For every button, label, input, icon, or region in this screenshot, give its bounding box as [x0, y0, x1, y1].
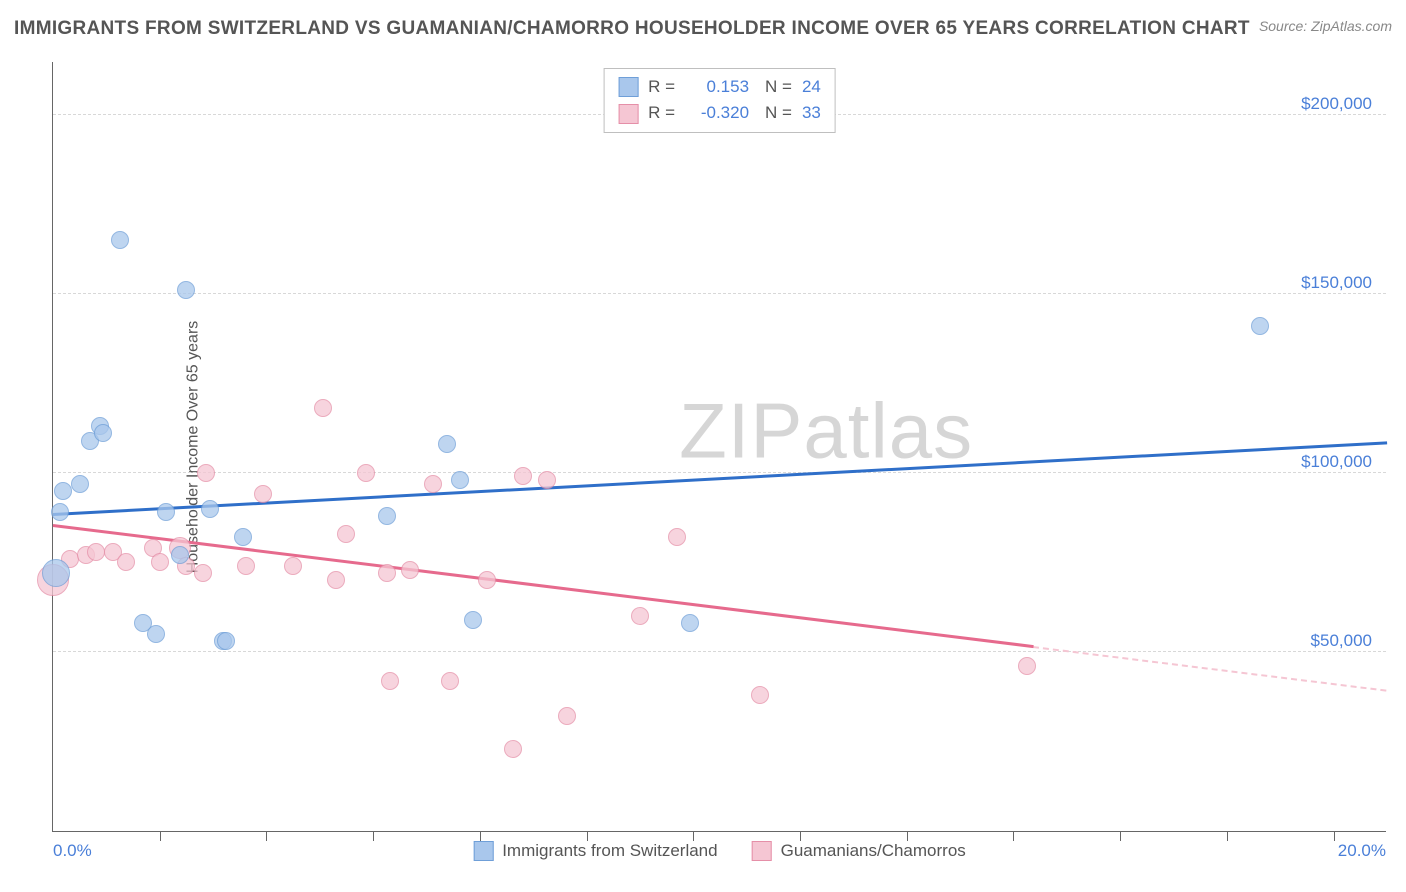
legend-row-pink: R = -0.320 N = 33 — [618, 100, 821, 126]
gridline — [53, 651, 1386, 652]
x-tick — [160, 831, 161, 841]
data-point — [314, 399, 332, 417]
plot-area: Householder Income Over 65 years R = 0.1… — [52, 62, 1386, 832]
data-point — [424, 475, 442, 493]
x-axis-min-label: 0.0% — [53, 841, 92, 861]
data-point — [357, 464, 375, 482]
correlation-legend: R = 0.153 N = 24 R = -0.320 N = 33 — [603, 68, 836, 133]
r-label: R = — [648, 100, 675, 126]
x-tick — [693, 831, 694, 841]
data-point — [54, 482, 72, 500]
data-point — [87, 543, 105, 561]
data-point — [631, 607, 649, 625]
data-point — [42, 559, 70, 587]
x-tick — [480, 831, 481, 841]
data-point — [478, 571, 496, 589]
n-label: N = — [765, 100, 792, 126]
x-tick — [1227, 831, 1228, 841]
x-axis-max-label: 20.0% — [1338, 841, 1386, 861]
data-point — [234, 528, 252, 546]
data-point — [71, 475, 89, 493]
x-tick — [1013, 831, 1014, 841]
source-label: Source: ZipAtlas.com — [1259, 18, 1392, 34]
gridline — [53, 293, 1386, 294]
data-point — [217, 632, 235, 650]
data-point — [254, 485, 272, 503]
watermark: ZIPatlas — [679, 386, 973, 477]
x-tick — [266, 831, 267, 841]
legend-item-blue: Immigrants from Switzerland — [473, 841, 717, 861]
data-point — [201, 500, 219, 518]
data-point — [668, 528, 686, 546]
trend-line — [53, 524, 1034, 648]
data-point — [237, 557, 255, 575]
legend-row-blue: R = 0.153 N = 24 — [618, 74, 821, 100]
data-point — [504, 740, 522, 758]
r-value-blue: 0.153 — [685, 74, 749, 100]
data-point — [157, 503, 175, 521]
x-tick — [373, 831, 374, 841]
y-tick-label: $50,000 — [1311, 631, 1372, 651]
data-point — [681, 614, 699, 632]
y-tick-label: $100,000 — [1301, 452, 1372, 472]
data-point — [558, 707, 576, 725]
swatch-pink-icon — [752, 841, 772, 861]
swatch-blue-icon — [618, 77, 638, 97]
chart-title: IMMIGRANTS FROM SWITZERLAND VS GUAMANIAN… — [14, 18, 1250, 40]
legend-label-blue: Immigrants from Switzerland — [502, 841, 717, 861]
r-value-pink: -0.320 — [685, 100, 749, 126]
y-tick-label: $200,000 — [1301, 94, 1372, 114]
n-value-pink: 33 — [802, 100, 821, 126]
series-legend: Immigrants from Switzerland Guamanians/C… — [473, 841, 966, 861]
data-point — [451, 471, 469, 489]
data-point — [337, 525, 355, 543]
data-point — [514, 467, 532, 485]
data-point — [327, 571, 345, 589]
y-axis-label: Householder Income Over 65 years — [184, 320, 202, 573]
data-point — [171, 546, 189, 564]
x-tick — [1334, 831, 1335, 841]
data-point — [194, 564, 212, 582]
x-tick — [1120, 831, 1121, 841]
data-point — [284, 557, 302, 575]
legend-label-pink: Guamanians/Chamorros — [781, 841, 966, 861]
data-point — [538, 471, 556, 489]
legend-item-pink: Guamanians/Chamorros — [752, 841, 966, 861]
data-point — [94, 424, 112, 442]
r-label: R = — [648, 74, 675, 100]
n-value-blue: 24 — [802, 74, 821, 100]
data-point — [111, 231, 129, 249]
data-point — [378, 564, 396, 582]
data-point — [197, 464, 215, 482]
data-point — [177, 281, 195, 299]
data-point — [1018, 657, 1036, 675]
x-tick — [800, 831, 801, 841]
data-point — [381, 672, 399, 690]
data-point — [1251, 317, 1269, 335]
y-tick-label: $150,000 — [1301, 273, 1372, 293]
data-point — [401, 561, 419, 579]
data-point — [438, 435, 456, 453]
data-point — [378, 507, 396, 525]
data-point — [147, 625, 165, 643]
data-point — [751, 686, 769, 704]
swatch-blue-icon — [473, 841, 493, 861]
data-point — [151, 553, 169, 571]
n-label: N = — [765, 74, 792, 100]
data-point — [117, 553, 135, 571]
trend-line-extension — [1033, 646, 1387, 692]
x-tick — [907, 831, 908, 841]
data-point — [51, 503, 69, 521]
x-tick — [587, 831, 588, 841]
swatch-pink-icon — [618, 104, 638, 124]
data-point — [441, 672, 459, 690]
data-point — [464, 611, 482, 629]
